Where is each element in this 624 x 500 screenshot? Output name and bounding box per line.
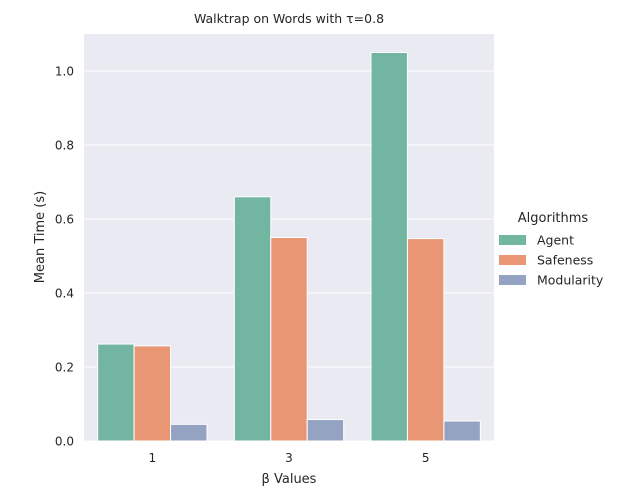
bar-safeness-5	[406, 238, 445, 442]
bar-safeness-3	[270, 237, 308, 442]
chart-title: Walktrap on Words with τ=0.8	[194, 11, 384, 26]
legend: Algorithms Agent Safeness Modularity	[499, 211, 604, 288]
y-tick-label: 0.4	[55, 287, 74, 301]
x-tick-label: 1	[149, 451, 157, 465]
x-axis-label: β Values	[262, 472, 317, 487]
legend-swatch-modularity	[499, 275, 526, 285]
bar-modularity-3	[306, 419, 345, 442]
bar-agent-5	[370, 52, 408, 442]
legend-label-modularity: Modularity	[537, 273, 604, 288]
legend-swatch-agent	[499, 235, 526, 245]
legend-title: Algorithms	[518, 211, 589, 226]
plot-area	[84, 34, 494, 442]
legend-swatch-safeness	[499, 255, 526, 265]
bar-modularity-5	[443, 420, 481, 442]
y-tick-label: 0.6	[55, 213, 74, 227]
y-tick-label: 0.8	[55, 139, 74, 153]
x-tick-label: 5	[422, 451, 430, 465]
legend-label-agent: Agent	[537, 233, 574, 248]
bar-safeness-1	[133, 345, 172, 442]
y-axis-ticks: 0.0 0.2 0.4 0.6 0.8 1.0	[55, 65, 74, 449]
bar-agent-1	[97, 343, 135, 442]
legend-items: Agent Safeness Modularity	[499, 233, 604, 288]
y-tick-label: 0.2	[55, 361, 74, 375]
bars	[97, 52, 481, 442]
bar-agent-3	[233, 196, 272, 442]
legend-label-safeness: Safeness	[537, 253, 593, 268]
bar-modularity-1	[170, 423, 208, 442]
y-tick-label: 0.0	[55, 435, 74, 449]
y-axis-label: Mean Time (s)	[33, 191, 48, 283]
x-tick-label: 3	[285, 451, 293, 465]
y-tick-label: 1.0	[55, 65, 74, 79]
x-axis-ticks: 1 3 5	[149, 451, 430, 465]
